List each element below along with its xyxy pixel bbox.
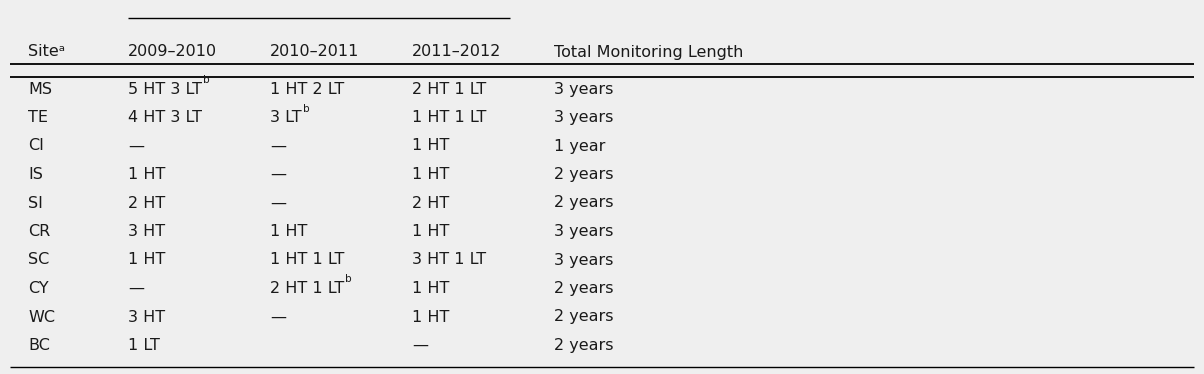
Text: MS: MS [28, 82, 52, 96]
Text: 2 years: 2 years [554, 196, 614, 211]
Text: 2 HT: 2 HT [412, 196, 449, 211]
Text: —: — [270, 196, 287, 211]
Text: 2009–2010: 2009–2010 [128, 45, 217, 59]
Text: 1 HT 1 LT: 1 HT 1 LT [412, 110, 486, 125]
Text: 1 HT: 1 HT [128, 167, 165, 182]
Text: 4 HT 3 LT: 4 HT 3 LT [128, 110, 202, 125]
Text: 2 years: 2 years [554, 338, 614, 353]
Text: 2 years: 2 years [554, 310, 614, 325]
Text: —: — [128, 138, 144, 153]
Text: 3 years: 3 years [554, 110, 613, 125]
Text: SI: SI [28, 196, 43, 211]
Text: 1 HT: 1 HT [128, 252, 165, 267]
Text: 2011–2012: 2011–2012 [412, 45, 501, 59]
Text: 2010–2011: 2010–2011 [270, 45, 359, 59]
Text: 1 HT 1 LT: 1 HT 1 LT [270, 252, 344, 267]
Text: 1 HT 2 LT: 1 HT 2 LT [270, 82, 344, 96]
Text: 2 HT: 2 HT [128, 196, 165, 211]
Text: 2 HT 1 LT: 2 HT 1 LT [270, 281, 344, 296]
Text: —: — [270, 138, 287, 153]
Text: Total Monitoring Length: Total Monitoring Length [554, 45, 743, 59]
Text: 1 HT: 1 HT [412, 167, 449, 182]
Text: 3 LT: 3 LT [270, 110, 302, 125]
Text: 5 HT 3 LT: 5 HT 3 LT [128, 82, 202, 96]
Text: 1 HT: 1 HT [270, 224, 307, 239]
Text: b: b [346, 275, 352, 285]
Text: 3 HT: 3 HT [128, 310, 165, 325]
Text: 2 years: 2 years [554, 167, 614, 182]
Text: CI: CI [28, 138, 43, 153]
Text: Siteᵃ: Siteᵃ [28, 45, 65, 59]
Text: 1 HT: 1 HT [412, 224, 449, 239]
Text: BC: BC [28, 338, 49, 353]
Text: CY: CY [28, 281, 48, 296]
Text: IS: IS [28, 167, 43, 182]
Text: 1 HT: 1 HT [412, 138, 449, 153]
Text: —: — [128, 281, 144, 296]
Text: 1 HT: 1 HT [412, 310, 449, 325]
Text: TE: TE [28, 110, 48, 125]
Text: —: — [412, 338, 427, 353]
Text: —: — [270, 167, 287, 182]
Text: 1 year: 1 year [554, 138, 606, 153]
Text: 3 years: 3 years [554, 82, 613, 96]
Text: CR: CR [28, 224, 51, 239]
Text: 2 HT 1 LT: 2 HT 1 LT [412, 82, 486, 96]
Text: 1 HT: 1 HT [412, 281, 449, 296]
Text: 2 years: 2 years [554, 281, 614, 296]
Text: b: b [302, 104, 309, 113]
Text: 1 LT: 1 LT [128, 338, 160, 353]
Text: 3 HT 1 LT: 3 HT 1 LT [412, 252, 486, 267]
Text: —: — [270, 310, 287, 325]
Text: WC: WC [28, 310, 55, 325]
Text: b: b [203, 75, 209, 85]
Text: 3 years: 3 years [554, 252, 613, 267]
Text: SC: SC [28, 252, 49, 267]
Text: 3 HT: 3 HT [128, 224, 165, 239]
Text: 3 years: 3 years [554, 224, 613, 239]
